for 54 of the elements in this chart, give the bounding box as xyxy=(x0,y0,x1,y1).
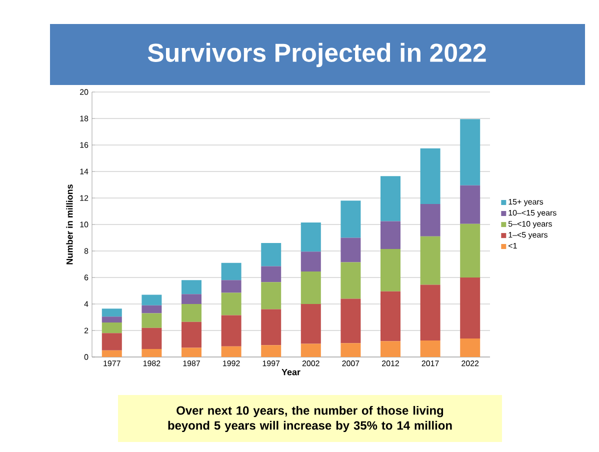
bar xyxy=(460,185,480,224)
bar xyxy=(261,243,282,266)
bar xyxy=(460,119,480,186)
bar xyxy=(340,238,361,262)
bar xyxy=(420,204,440,236)
bar xyxy=(102,308,122,317)
bar xyxy=(142,328,162,350)
bar xyxy=(300,344,321,357)
bar xyxy=(300,304,321,344)
y-axis-title: Number in millions xyxy=(66,184,73,264)
bar xyxy=(420,236,440,285)
bar xyxy=(420,284,440,340)
bar xyxy=(182,322,202,348)
bar xyxy=(221,292,242,316)
bar xyxy=(340,200,361,238)
bar xyxy=(380,249,401,292)
x-axis-title: Year xyxy=(282,369,300,376)
bar xyxy=(420,148,440,204)
bar xyxy=(460,278,480,338)
bar xyxy=(261,345,282,357)
bar xyxy=(340,343,361,357)
bar xyxy=(261,282,282,310)
bar xyxy=(221,262,242,280)
bar xyxy=(261,309,282,346)
bar xyxy=(460,338,480,357)
bar xyxy=(221,346,242,357)
bar xyxy=(340,262,361,299)
bar xyxy=(102,350,122,357)
bar xyxy=(380,221,401,250)
bar xyxy=(420,340,440,357)
bar xyxy=(182,304,202,322)
bar xyxy=(300,272,321,304)
bar xyxy=(142,294,162,306)
bar xyxy=(300,252,321,272)
bar xyxy=(221,315,242,346)
bar xyxy=(102,333,122,350)
bar xyxy=(182,348,202,357)
bar xyxy=(102,322,122,334)
bar xyxy=(102,316,122,323)
text: Over next 10 years, the number of those living beyond 5 years will increase by 35% to 14 million xyxy=(168,406,452,432)
bar xyxy=(380,341,401,357)
bar xyxy=(460,224,480,278)
bar xyxy=(142,313,162,328)
bar xyxy=(182,294,202,304)
bar xyxy=(182,280,202,294)
chart-title: Survivors Projected in 2022 xyxy=(148,42,486,68)
bar xyxy=(380,176,401,222)
bar xyxy=(380,291,401,342)
bar xyxy=(142,305,162,314)
bar xyxy=(300,222,321,252)
bar xyxy=(221,280,242,293)
bar xyxy=(340,298,361,344)
bar xyxy=(261,266,282,282)
bar xyxy=(142,349,162,357)
